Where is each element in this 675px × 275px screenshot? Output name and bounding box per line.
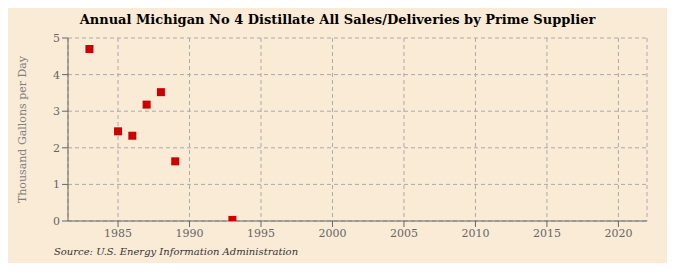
svg-text:2015: 2015 xyxy=(533,227,561,240)
svg-text:2020: 2020 xyxy=(604,227,632,240)
svg-text:3: 3 xyxy=(53,105,60,118)
html-text:Annual Michigan No 4 Distillat: Annual Michigan No 4 Distillate All Sale… xyxy=(79,12,596,27)
svg-text:1990: 1990 xyxy=(176,227,204,240)
svg-text:1985: 1985 xyxy=(104,227,132,240)
svg-text:2: 2 xyxy=(53,142,60,155)
svg-text:0: 0 xyxy=(53,215,60,228)
svg-text:2005: 2005 xyxy=(390,227,418,240)
svg-text:1995: 1995 xyxy=(247,227,275,240)
svg-text:2000: 2000 xyxy=(318,227,346,240)
svg-text:4: 4 xyxy=(53,69,60,82)
svg-text:2010: 2010 xyxy=(461,227,489,240)
svg-text:1: 1 xyxy=(53,178,60,191)
svg-text:Thousand Gallons per Day: Thousand Gallons per Day xyxy=(16,55,29,203)
svg-text:5: 5 xyxy=(53,32,60,45)
html-text:Source: U.S. Energy Informatio: Source: U.S. Energy Information Administ… xyxy=(54,246,299,257)
